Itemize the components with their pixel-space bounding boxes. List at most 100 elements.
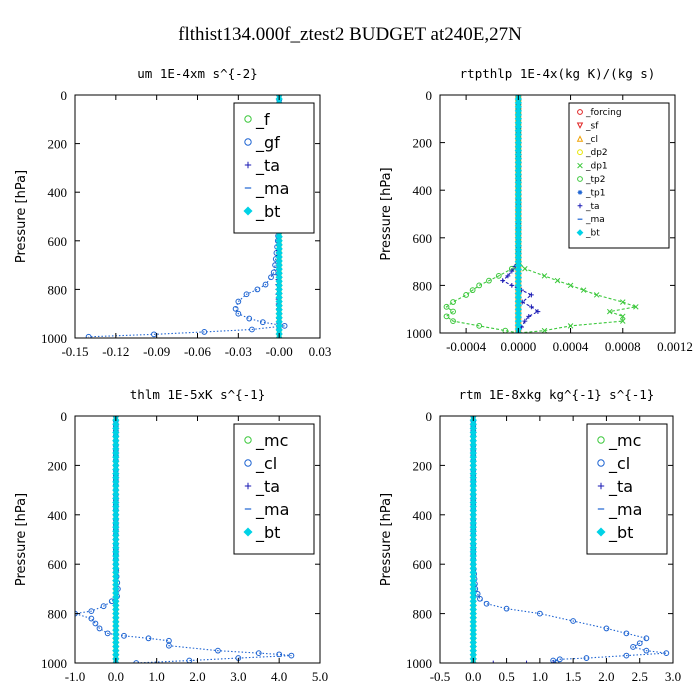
legend-item: _bt	[243, 202, 280, 222]
data-point	[469, 593, 477, 601]
legend-item: _gf	[244, 133, 280, 153]
y-axis-label: Pressure [hPa]	[379, 167, 394, 260]
chart-panel-1: um 1E-4xm s^{-2} Pressure [hPa] -0.15 -0.12…	[14, 66, 331, 359]
data-point	[643, 647, 650, 654]
data-point	[554, 277, 561, 284]
data-point	[186, 657, 193, 663]
x-tick-label: 0.0000	[500, 339, 536, 354]
data-point	[514, 281, 523, 290]
data-point	[593, 292, 600, 298]
legend-label: _mc	[255, 431, 288, 451]
legend-item: _ma	[244, 179, 289, 199]
legend-label: _f	[255, 110, 270, 130]
legend-label: _ma	[255, 179, 289, 199]
legend-label: _ta	[255, 156, 280, 176]
legend-item: _ma	[597, 500, 642, 520]
data-point	[469, 465, 477, 474]
data-point	[254, 286, 261, 293]
data-point	[514, 329, 523, 333]
y-tick-label: 200	[48, 137, 68, 152]
data-point	[469, 576, 477, 585]
y-tick-label: 1000	[406, 656, 432, 671]
legend-item: _tp1	[577, 188, 605, 198]
y-tick-label: 400	[48, 508, 68, 523]
data-point	[112, 560, 120, 568]
data-point	[514, 218, 523, 226]
data-point	[476, 322, 483, 329]
y-axis-label: Pressure [hPa]	[379, 493, 394, 586]
x-tick-label: 5.0	[312, 669, 328, 684]
data-point	[88, 615, 95, 622]
data-point	[469, 287, 476, 294]
data-point	[514, 301, 523, 309]
legend-label: _ta	[585, 202, 600, 212]
series-path	[75, 416, 292, 663]
data-point	[505, 273, 511, 279]
x-tick-label: 0.0004	[553, 339, 589, 354]
data-point	[275, 285, 283, 294]
legend-item: _cl	[244, 454, 277, 474]
data-point	[275, 310, 283, 318]
data-point	[469, 474, 477, 482]
data-point	[469, 441, 477, 449]
data-point	[514, 285, 523, 294]
data-point	[201, 329, 208, 335]
data-point	[606, 308, 613, 315]
data-point	[522, 318, 528, 324]
data-point	[275, 293, 283, 302]
series-bt-line	[112, 416, 120, 663]
data-point	[469, 581, 477, 589]
data-point	[514, 158, 523, 167]
data-point	[112, 523, 120, 531]
data-point	[514, 166, 523, 175]
data-point	[112, 515, 120, 523]
y-tick-label: 1000	[41, 331, 67, 346]
legend-marker	[577, 190, 583, 195]
legend-marker	[597, 482, 605, 490]
legend-label: _forcing	[585, 108, 622, 118]
data-point	[469, 490, 477, 498]
y-tick-label: 800	[413, 607, 433, 622]
data-point	[514, 226, 523, 234]
x-tick-label: -0.06	[184, 344, 212, 359]
data-point	[145, 635, 152, 642]
x-tick-label: 2.0	[598, 669, 614, 684]
data-point	[469, 622, 477, 630]
data-point	[620, 299, 626, 305]
data-point	[567, 323, 574, 329]
legend: _f _gf _ta _ma _bt	[233, 102, 315, 234]
x-tick-label: 3.0	[230, 669, 246, 684]
data-point	[275, 322, 283, 330]
data-point	[636, 640, 643, 647]
panel-title: rtm 1E-8xkg kg^{-1} s^{-1}	[459, 387, 655, 402]
data-point	[121, 632, 127, 639]
data-point	[490, 660, 496, 663]
x-tick-label: -0.09	[143, 344, 170, 359]
x-tick-label: -0.5	[430, 669, 451, 684]
data-point	[469, 544, 477, 552]
legend-item: _sf	[576, 121, 599, 131]
y-axis-label: Pressure [hPa]	[14, 170, 29, 263]
data-point	[112, 576, 120, 585]
x-tick-label: 1.0	[149, 669, 165, 684]
legend-item: _dp1	[577, 162, 608, 172]
x-tick-label: 0.5	[498, 669, 514, 684]
data-point	[275, 277, 283, 285]
data-point	[570, 618, 577, 624]
data-point	[503, 605, 510, 612]
legend-label: _bt	[255, 523, 280, 543]
data-point	[469, 634, 477, 642]
data-point	[469, 424, 477, 433]
data-point	[477, 595, 483, 602]
data-point	[275, 253, 283, 261]
data-point	[514, 182, 523, 190]
data-point	[469, 548, 477, 556]
legend-marker	[244, 138, 252, 146]
data-point	[469, 539, 477, 548]
data-point	[275, 301, 283, 310]
data-point	[514, 174, 523, 182]
data-point	[469, 642, 477, 651]
data-point	[112, 659, 120, 663]
data-point	[275, 281, 283, 290]
data-point	[235, 310, 242, 317]
